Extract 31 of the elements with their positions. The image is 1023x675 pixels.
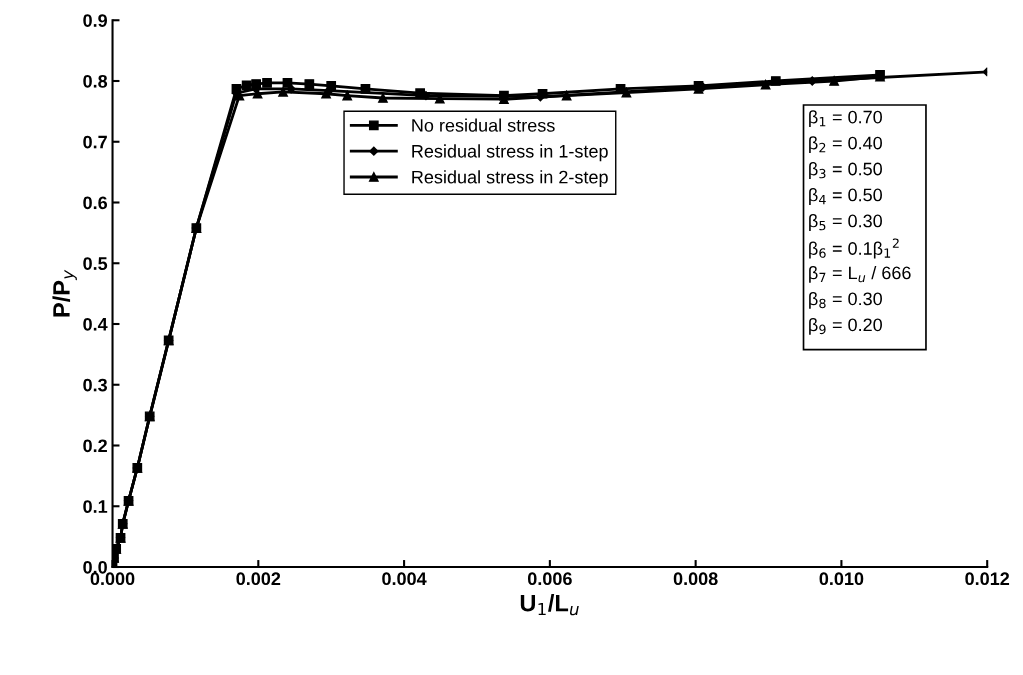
y-axis-title: P/P$_{y}$	[52, 269, 77, 317]
x-tick-label: 0.008	[673, 572, 718, 586]
annotation: β$_{3}$ = 0.50	[809, 162, 882, 179]
annotation: β$_{4}$ = 0.50	[809, 188, 882, 205]
annotation: β$_{1}$ = 0.70	[809, 110, 882, 128]
y-tick-label: 0.9	[83, 14, 107, 27]
x-tick-label: 0.012	[965, 572, 1010, 586]
annotation: β$_{2}$ = 0.40	[809, 136, 882, 153]
annotation: β$_{5}$ = 0.30	[809, 214, 882, 231]
annotation: β$_{6}$ = 0.1β$_{1}$$^{2}$	[809, 238, 899, 259]
y-tick-label: 0.5	[83, 257, 108, 270]
legend-label: No residual stress	[412, 118, 555, 132]
x-tick-label: 0.006	[527, 572, 572, 586]
annotation: β$_{7}$ = L$_{u}$ / 666	[809, 266, 911, 283]
y-tick-label: 0.4	[83, 317, 108, 331]
x-tick-label: 0.002	[236, 572, 281, 586]
y-tick-label: 0.1	[83, 500, 108, 513]
y-tick-label: 0.6	[83, 196, 108, 210]
x-tick-label: 0.010	[819, 572, 864, 586]
annotation: β$_{9}$ = 0.20	[809, 317, 882, 335]
annotation: β$_{8}$ = 0.30	[809, 291, 882, 309]
legend-label: Residual stress in 1-step	[412, 144, 608, 162]
y-tick-label: 0.2	[83, 439, 107, 453]
x-tick-label: 0.004	[382, 572, 427, 586]
x-tick-label: 0.000	[90, 572, 135, 586]
legend-label: Residual stress in 2-step	[412, 170, 608, 188]
y-tick-label: 0.3	[83, 378, 108, 392]
y-tick-label: 0.8	[83, 74, 108, 88]
x-axis-title: U$_{1}$/L$_{u}$	[520, 594, 579, 616]
y-tick-label: 0.7	[83, 135, 107, 149]
y-tick-label: 0.0	[83, 560, 107, 574]
